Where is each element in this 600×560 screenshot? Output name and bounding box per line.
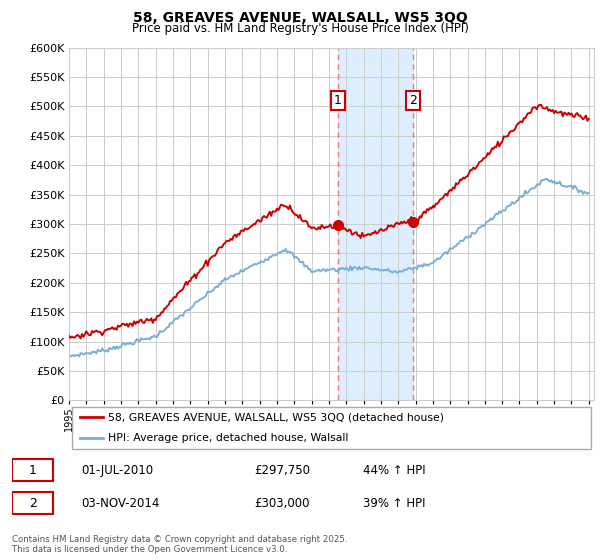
Text: 58, GREAVES AVENUE, WALSALL, WS5 3QQ: 58, GREAVES AVENUE, WALSALL, WS5 3QQ xyxy=(133,11,467,25)
Text: 03-NOV-2014: 03-NOV-2014 xyxy=(81,497,160,510)
Text: 2: 2 xyxy=(29,497,37,510)
Text: Contains HM Land Registry data © Crown copyright and database right 2025.
This d: Contains HM Land Registry data © Crown c… xyxy=(12,535,347,554)
Text: 1: 1 xyxy=(29,464,37,477)
Text: 58, GREAVES AVENUE, WALSALL, WS5 3QQ (detached house): 58, GREAVES AVENUE, WALSALL, WS5 3QQ (de… xyxy=(109,412,445,422)
FancyBboxPatch shape xyxy=(71,407,592,449)
Text: 1: 1 xyxy=(334,94,341,107)
Text: 2: 2 xyxy=(409,94,416,107)
Text: 01-JUL-2010: 01-JUL-2010 xyxy=(81,464,153,477)
Text: 44% ↑ HPI: 44% ↑ HPI xyxy=(364,464,426,477)
Text: £297,750: £297,750 xyxy=(254,464,310,477)
Text: HPI: Average price, detached house, Walsall: HPI: Average price, detached house, Wals… xyxy=(109,433,349,444)
Text: £303,000: £303,000 xyxy=(254,497,310,510)
Text: 39% ↑ HPI: 39% ↑ HPI xyxy=(364,497,426,510)
Bar xyxy=(338,48,413,400)
Text: Price paid vs. HM Land Registry's House Price Index (HPI): Price paid vs. HM Land Registry's House … xyxy=(131,22,469,35)
